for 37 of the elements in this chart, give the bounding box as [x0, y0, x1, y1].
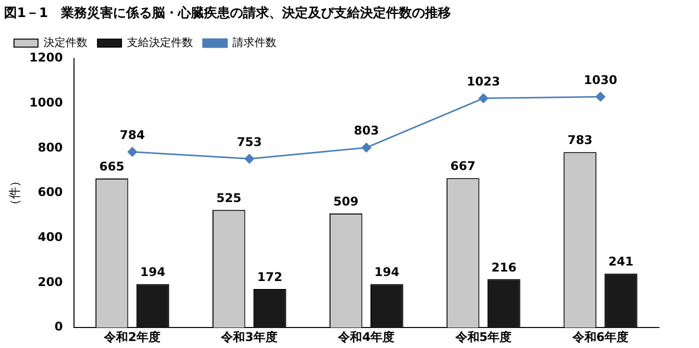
- x-tick-label: 令和3年度: [220, 330, 278, 344]
- y-tick-label: 800: [38, 140, 63, 154]
- data-label: 667: [450, 159, 476, 174]
- chart-title: 図1－1 業務災害に係る脳・心臓疾患の請求、決定及び支給決定件数の推移: [4, 5, 452, 22]
- data-label: 194: [140, 265, 166, 280]
- y-tick-label: 200: [38, 274, 63, 289]
- y-axis-title: （件）: [7, 175, 22, 212]
- y-tick-label: 0: [54, 320, 63, 334]
- data-label: 241: [608, 254, 634, 269]
- data-label: 784: [120, 128, 145, 142]
- point: [596, 92, 606, 102]
- data-label: 525: [216, 191, 242, 206]
- data-label: 753: [236, 134, 262, 149]
- x-tick-label: 令和2年度: [103, 330, 160, 344]
- point: [478, 94, 488, 104]
- data-label: 1030: [584, 72, 618, 87]
- data-label: 509: [333, 194, 358, 209]
- y-tick-label: 1200: [29, 50, 63, 65]
- y-tick-label: 400: [38, 230, 63, 244]
- legend-label: 決定件数: [44, 36, 88, 49]
- point: [244, 154, 254, 164]
- point: [362, 142, 372, 152]
- data-label: 783: [567, 133, 593, 148]
- data-label: 216: [491, 260, 516, 274]
- y-tick-label: 1000: [29, 96, 63, 110]
- data-label: 194: [374, 265, 400, 280]
- legend-label: 支給決定件数: [127, 36, 193, 49]
- point: [128, 147, 138, 157]
- x-tick-label: 令和4年度: [337, 330, 395, 344]
- x-tick-label: 令和6年度: [571, 330, 629, 344]
- y-tick-label: 600: [38, 185, 63, 200]
- x-tick-label: 令和5年度: [454, 330, 512, 344]
- data-label: 803: [354, 124, 379, 138]
- data-label: 1023: [466, 74, 500, 88]
- legend-label: 請求件数: [232, 36, 276, 49]
- data-label: 665: [99, 160, 124, 174]
- data-label: 172: [257, 270, 282, 284]
